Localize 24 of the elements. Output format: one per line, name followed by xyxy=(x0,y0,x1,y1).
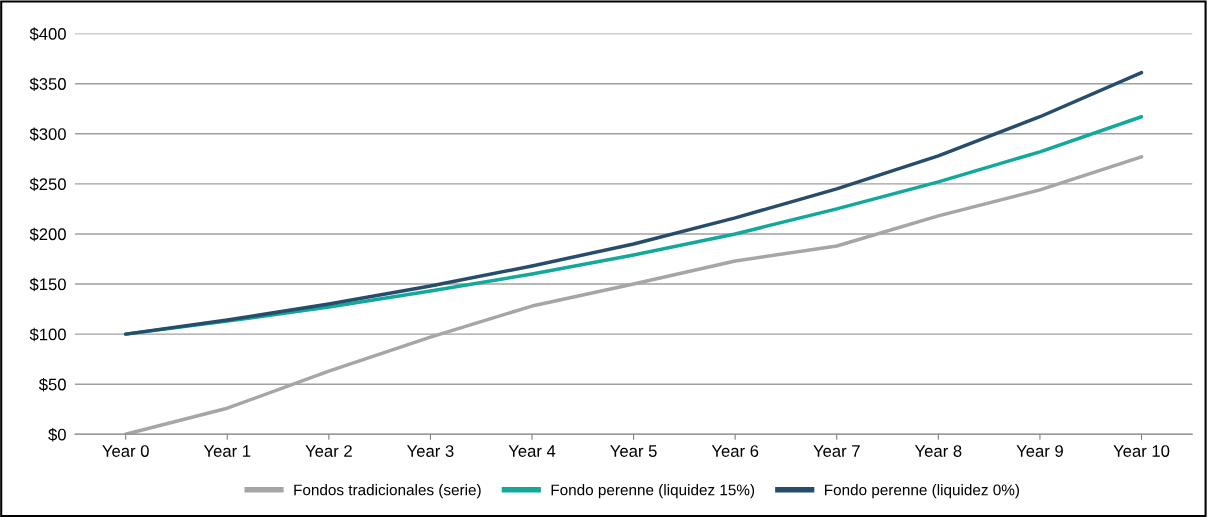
legend-label: Fondos tradicionales (serie) xyxy=(294,484,481,499)
y-tick-label: $350 xyxy=(29,77,66,91)
x-tick-label: Year 6 xyxy=(711,445,759,457)
y-tick-label: $250 xyxy=(29,177,66,192)
x-tick-label: Year 1 xyxy=(203,445,251,457)
y-tick-label: $100 xyxy=(29,327,66,342)
legend-label: Fondo perenne (liquidez 15%) xyxy=(551,484,755,499)
y-tick-label: $400 xyxy=(29,27,66,41)
x-tick-label: Year 4 xyxy=(508,445,556,457)
y-tick-label: $150 xyxy=(29,277,66,292)
y-tick-label: $200 xyxy=(29,227,66,242)
x-tick-label: Year 8 xyxy=(914,445,962,457)
y-tick-label: $50 xyxy=(38,377,66,392)
legend-label: Fondo perenne (liquidez 0%) xyxy=(825,484,1019,499)
x-tick-label: Year 9 xyxy=(1016,445,1063,457)
x-tick-label: Year 10 xyxy=(1113,445,1170,457)
x-tick-label: Year 5 xyxy=(610,445,657,457)
x-tick-label: Year 3 xyxy=(407,445,454,457)
line-series xyxy=(123,70,1144,336)
x-tick-label: Year 7 xyxy=(813,445,860,457)
x-tick-label: Year 2 xyxy=(305,445,352,457)
y-tick-label: $300 xyxy=(29,127,66,141)
y-tick-label: $0 xyxy=(48,427,66,442)
x-tick-label: Year 0 xyxy=(102,445,149,457)
